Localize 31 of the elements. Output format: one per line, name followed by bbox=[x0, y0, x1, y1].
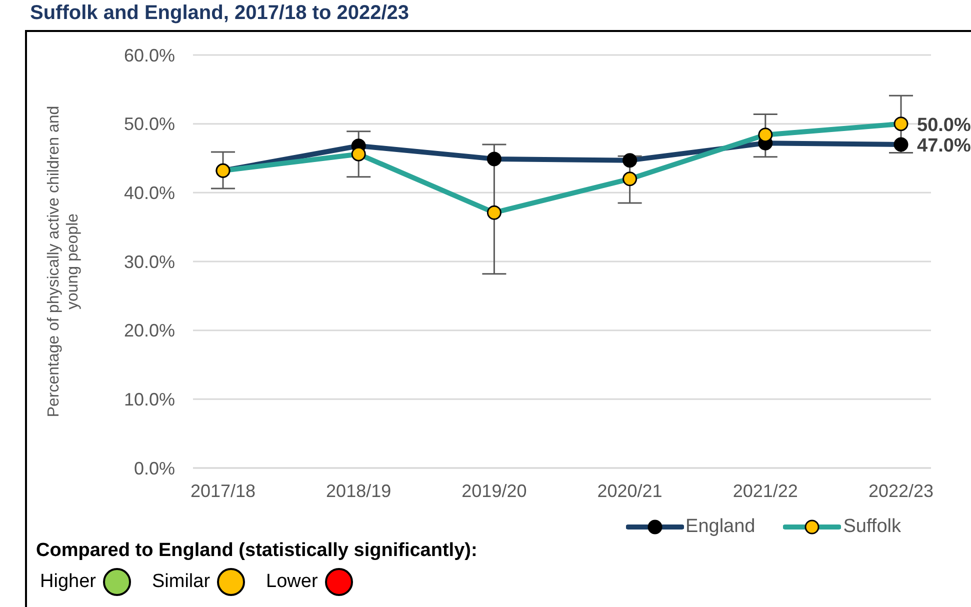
point bbox=[486, 152, 502, 166]
y-tick-label: 10.0% bbox=[124, 390, 175, 410]
data-label: 47.0% bbox=[917, 135, 971, 156]
y-tick-label: 60.0% bbox=[124, 45, 175, 66]
point bbox=[894, 137, 908, 152]
point bbox=[486, 205, 502, 220]
text: Higher bbox=[40, 570, 97, 594]
y-tick-label: 40.0% bbox=[124, 183, 175, 204]
x-tick-label: 2019/20 bbox=[462, 480, 527, 501]
x-tick-label: 2017/18 bbox=[190, 480, 256, 501]
x-tick-label: 2020/21 bbox=[597, 480, 662, 501]
y-tick-label: 50.0% bbox=[124, 114, 175, 134]
y-tick-label: 30.0% bbox=[124, 252, 175, 272]
text: Similar bbox=[152, 570, 212, 594]
y-tick-label: 20.0% bbox=[124, 320, 175, 341]
x-tick-label: 2022/23 bbox=[868, 480, 934, 501]
point bbox=[351, 146, 366, 162]
y-tick-label: 0.0% bbox=[134, 458, 175, 478]
y-axis-title: Percentage of physically active children and young people bbox=[46, 106, 82, 418]
point bbox=[758, 128, 773, 142]
legend-label: England bbox=[684, 516, 756, 538]
chart-title: Suffolk and England, 2017/18 to 2022/23 bbox=[30, 2, 410, 25]
point bbox=[622, 153, 638, 168]
point bbox=[894, 116, 908, 132]
point bbox=[622, 172, 638, 186]
x-tick-label: 2021/22 bbox=[732, 480, 798, 501]
text: Compared to England (statistically significantly): bbox=[36, 540, 478, 562]
x-tick-label: 2018/19 bbox=[326, 480, 392, 501]
data-label: 50.0% bbox=[917, 114, 971, 136]
legend-label: Suffolk bbox=[842, 516, 901, 538]
text: Lower bbox=[266, 570, 319, 594]
